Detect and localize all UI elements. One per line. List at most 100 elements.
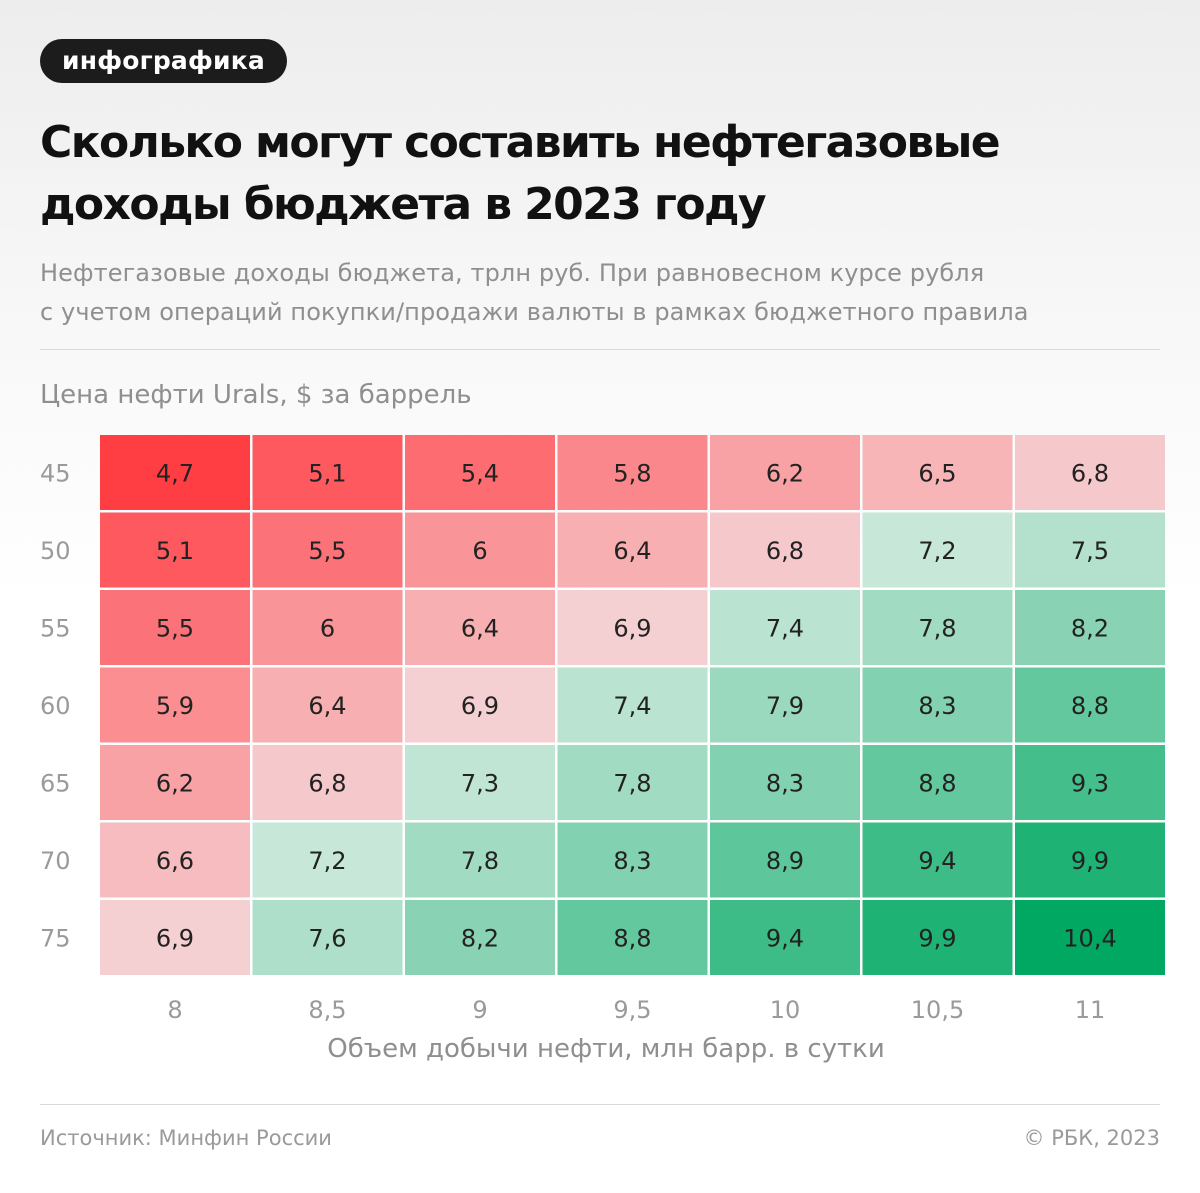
cell-value-label: 8,9 <box>766 847 804 875</box>
y-tick-label: 75 <box>40 925 71 953</box>
heatmap-cell <box>557 590 708 665</box>
cell-value-label: 6,9 <box>461 692 499 720</box>
cell-value-label: 5,8 <box>613 460 651 488</box>
heatmap-cell <box>557 512 708 588</box>
cell-value-label: 7,5 <box>1071 537 1109 565</box>
heatmap-cell <box>1015 745 1165 820</box>
cell-value-label: 8,8 <box>918 770 956 798</box>
copyright-note: © РБК, 2023 <box>1023 1126 1160 1150</box>
cell-value-label: 6,9 <box>613 615 651 643</box>
heatmap-cell <box>100 590 250 665</box>
title-line-1: Сколько могут составить нефтегазовые <box>40 117 1001 168</box>
heatmap-cell <box>862 900 1013 975</box>
x-tick-label: 10,5 <box>911 996 964 1024</box>
cell-value-label: 7,9 <box>766 692 804 720</box>
x-tick-label: 10 <box>770 996 801 1024</box>
y-tick-label: 55 <box>40 615 71 643</box>
cell-value-label: 7,4 <box>613 692 651 720</box>
heatmap-cell <box>405 435 555 510</box>
y-tick-label: 60 <box>40 692 71 720</box>
heatmap-cell <box>862 745 1013 820</box>
x-tick-label: 11 <box>1075 996 1106 1024</box>
cell-value-label: 8,3 <box>766 770 804 798</box>
cell-value-label: 7,6 <box>308 925 346 953</box>
cell-value-label: 4,7 <box>156 460 194 488</box>
cell-value-label: 7,4 <box>766 615 804 643</box>
heatmap-cell <box>405 745 555 820</box>
cell-value-label: 9,3 <box>1071 770 1109 798</box>
heatmap-cell <box>1015 512 1165 588</box>
x-axis-label: Объем добычи нефти, млн барр. в сутки <box>327 1034 885 1064</box>
cell-value-label: 9,9 <box>1071 847 1109 875</box>
heatmap-cell <box>1015 435 1165 510</box>
heatmap-cell <box>252 512 403 588</box>
infographic-badge: инфографика <box>40 39 287 83</box>
cell-value-label: 5,5 <box>308 537 346 565</box>
x-tick-label: 8 <box>167 996 182 1024</box>
cell-value-label: 6 <box>320 615 335 643</box>
source-note: Источник: Минфин России <box>40 1126 332 1150</box>
y-tick-label: 50 <box>40 537 71 565</box>
heatmap-cell <box>710 435 860 510</box>
cell-value-label: 9,4 <box>766 925 804 953</box>
heatmap-cell <box>557 435 708 510</box>
heatmap-cell <box>405 512 555 588</box>
cell-value-label: 10,4 <box>1063 925 1116 953</box>
cell-value-label: 5,9 <box>156 692 194 720</box>
cell-value-label: 6,2 <box>156 770 194 798</box>
heatmap-cell <box>252 435 403 510</box>
heatmap-cell <box>557 667 708 743</box>
heatmap-cell <box>862 435 1013 510</box>
cell-value-label: 6,4 <box>461 615 499 643</box>
heatmap-cell <box>710 512 860 588</box>
x-tick-label: 9,5 <box>613 996 651 1024</box>
heatmap-cell <box>1015 590 1165 665</box>
cell-value-label: 6 <box>472 537 487 565</box>
heatmap-cell <box>252 900 403 975</box>
cell-value-label: 6,9 <box>156 925 194 953</box>
x-tick-label: 9 <box>472 996 487 1024</box>
subtitle-line-1: Нефтегазовые доходы бюджета, трлн руб. П… <box>40 259 985 287</box>
cell-value-label: 9,9 <box>918 925 956 953</box>
cell-value-label: 6,2 <box>766 460 804 488</box>
cell-value-label: 6,4 <box>308 692 346 720</box>
cell-value-label: 8,3 <box>918 692 956 720</box>
heatmap-cell <box>710 745 860 820</box>
y-tick-label: 65 <box>40 770 71 798</box>
cell-value-label: 7,8 <box>613 770 651 798</box>
cell-value-label: 7,8 <box>918 615 956 643</box>
cell-value-label: 5,5 <box>156 615 194 643</box>
heatmap-cell <box>405 822 555 898</box>
cell-value-label: 6,8 <box>766 537 804 565</box>
heatmap-cell <box>1015 900 1165 975</box>
cell-value-label: 6,8 <box>308 770 346 798</box>
cell-value-label: 5,1 <box>308 460 346 488</box>
heatmap-cell <box>405 590 555 665</box>
heatmap-cell <box>100 745 250 820</box>
cell-value-label: 8,3 <box>613 847 651 875</box>
cell-value-label: 8,2 <box>461 925 499 953</box>
title-line-2: доходы бюджета в 2023 году <box>40 179 767 230</box>
cell-value-label: 5,1 <box>156 537 194 565</box>
heatmap-cell <box>100 667 250 743</box>
cell-value-label: 6,4 <box>613 537 651 565</box>
heatmap-cell <box>1015 822 1165 898</box>
bottom-divider <box>40 1104 1160 1105</box>
heatmap-cell <box>710 900 860 975</box>
cell-value-label: 6,8 <box>1071 460 1109 488</box>
heatmap-cell <box>862 822 1013 898</box>
heatmap-cell <box>557 900 708 975</box>
cell-value-label: 8,2 <box>1071 615 1109 643</box>
cell-value-label: 7,3 <box>461 770 499 798</box>
heatmap-cell <box>1015 667 1165 743</box>
heatmap-cell <box>710 590 860 665</box>
cell-value-label: 6,6 <box>156 847 194 875</box>
y-axis-label: Цена нефти Urals, $ за баррель <box>40 380 472 410</box>
heatmap-cell <box>405 900 555 975</box>
top-divider <box>40 349 1160 350</box>
cell-value-label: 7,8 <box>461 847 499 875</box>
heatmap-cell <box>252 667 403 743</box>
heatmap-cell <box>252 590 403 665</box>
heatmap-cell <box>252 745 403 820</box>
